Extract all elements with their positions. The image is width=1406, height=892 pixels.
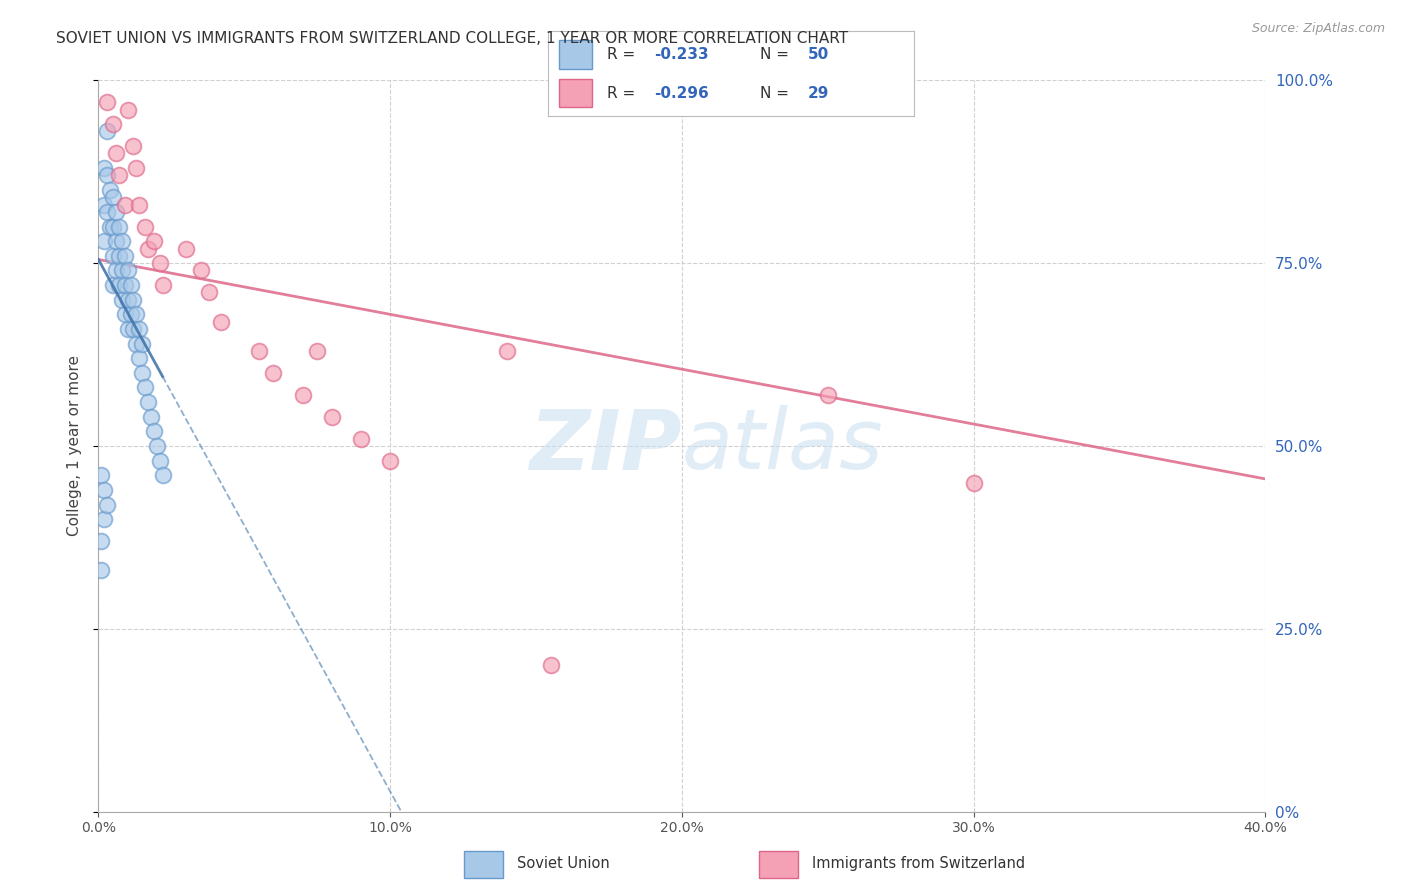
Text: -0.296: -0.296 bbox=[654, 86, 709, 101]
Point bbox=[350, 432, 373, 446]
Text: Immigrants from Switzerland: Immigrants from Switzerland bbox=[813, 855, 1025, 871]
Point bbox=[90, 468, 112, 483]
Point bbox=[134, 380, 156, 394]
Text: R =: R = bbox=[607, 46, 640, 62]
Point bbox=[108, 169, 131, 183]
Point bbox=[321, 409, 343, 424]
Point bbox=[122, 293, 145, 307]
Text: SOVIET UNION VS IMMIGRANTS FROM SWITZERLAND COLLEGE, 1 YEAR OR MORE CORRELATION : SOVIET UNION VS IMMIGRANTS FROM SWITZERL… bbox=[56, 31, 848, 46]
Point bbox=[149, 256, 172, 270]
Point bbox=[142, 234, 165, 248]
Point bbox=[125, 336, 148, 351]
Point bbox=[104, 205, 127, 219]
Point bbox=[104, 234, 127, 248]
Point bbox=[125, 307, 148, 321]
Point bbox=[117, 263, 139, 277]
Text: ZIP: ZIP bbox=[529, 406, 682, 486]
Point bbox=[128, 322, 150, 336]
Point bbox=[122, 139, 145, 153]
Point bbox=[209, 315, 232, 329]
Point bbox=[139, 409, 162, 424]
Point bbox=[136, 395, 159, 409]
Point bbox=[93, 512, 115, 526]
Point bbox=[101, 278, 124, 293]
Point bbox=[136, 242, 159, 256]
Text: N =: N = bbox=[761, 46, 794, 62]
Text: 29: 29 bbox=[808, 86, 830, 101]
Point bbox=[90, 534, 112, 549]
Point bbox=[101, 219, 124, 234]
Point bbox=[96, 169, 118, 183]
Point bbox=[114, 249, 136, 263]
Point bbox=[101, 249, 124, 263]
Point bbox=[96, 205, 118, 219]
Point bbox=[174, 242, 197, 256]
Bar bbox=[560, 78, 592, 108]
Point bbox=[93, 234, 115, 248]
Bar bbox=[759, 851, 799, 878]
Point bbox=[104, 146, 127, 161]
Point bbox=[307, 343, 329, 358]
Point bbox=[247, 343, 270, 358]
Text: Source: ZipAtlas.com: Source: ZipAtlas.com bbox=[1251, 22, 1385, 36]
Point bbox=[108, 249, 131, 263]
Point bbox=[128, 351, 150, 366]
Text: atlas: atlas bbox=[682, 406, 883, 486]
Point bbox=[93, 161, 115, 175]
Point bbox=[108, 219, 131, 234]
Point bbox=[101, 117, 124, 131]
Point bbox=[131, 336, 153, 351]
Point bbox=[96, 124, 118, 138]
Point bbox=[120, 307, 142, 321]
Point bbox=[262, 366, 284, 380]
Point bbox=[146, 439, 169, 453]
Text: -0.233: -0.233 bbox=[654, 46, 709, 62]
Point bbox=[93, 197, 115, 211]
Point bbox=[122, 322, 145, 336]
Point bbox=[101, 190, 124, 204]
Text: N =: N = bbox=[761, 86, 794, 101]
Point bbox=[131, 366, 153, 380]
Point bbox=[114, 307, 136, 321]
Point bbox=[128, 197, 150, 211]
Point bbox=[117, 322, 139, 336]
Point bbox=[149, 453, 172, 467]
Y-axis label: College, 1 year or more: College, 1 year or more bbox=[67, 356, 83, 536]
Point bbox=[378, 453, 402, 467]
Point bbox=[125, 161, 148, 175]
Point bbox=[134, 219, 156, 234]
Point bbox=[142, 425, 165, 439]
Point bbox=[111, 234, 134, 248]
Point bbox=[104, 263, 127, 277]
Point bbox=[98, 219, 121, 234]
Point bbox=[96, 498, 118, 512]
Point bbox=[120, 278, 142, 293]
Text: Soviet Union: Soviet Union bbox=[517, 855, 609, 871]
Point bbox=[152, 468, 174, 483]
Point bbox=[108, 278, 131, 293]
Point bbox=[114, 197, 136, 211]
Point bbox=[495, 343, 517, 358]
Point bbox=[117, 293, 139, 307]
Bar bbox=[560, 40, 592, 69]
Point bbox=[96, 95, 118, 110]
Point bbox=[198, 285, 221, 300]
Text: 50: 50 bbox=[808, 46, 830, 62]
Text: R =: R = bbox=[607, 86, 640, 101]
Point bbox=[111, 293, 134, 307]
Point bbox=[98, 183, 121, 197]
Point bbox=[540, 658, 562, 673]
Point bbox=[152, 278, 174, 293]
Point bbox=[817, 388, 839, 402]
Point bbox=[291, 388, 314, 402]
Bar bbox=[464, 851, 503, 878]
Point bbox=[90, 563, 112, 577]
Point bbox=[190, 263, 212, 277]
Point bbox=[962, 475, 984, 490]
Point bbox=[117, 103, 139, 117]
Point bbox=[93, 483, 115, 497]
Point bbox=[114, 278, 136, 293]
Point bbox=[111, 263, 134, 277]
